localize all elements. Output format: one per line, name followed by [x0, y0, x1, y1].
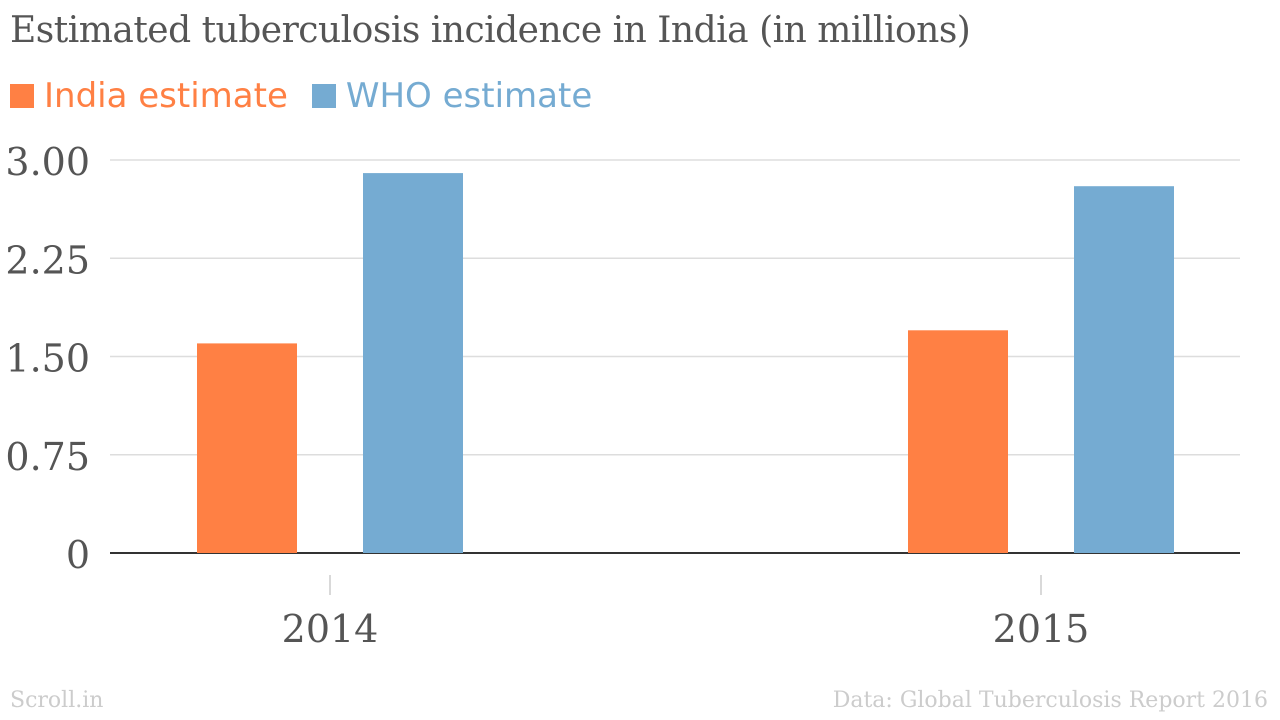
x-tick-label: 2015 [993, 607, 1090, 651]
y-tick-label: 3.00 [5, 140, 90, 184]
legend-item-india: India estimate [10, 76, 288, 116]
legend-swatch-india [10, 84, 34, 108]
x-tick-label: 2014 [282, 607, 379, 651]
y-tick-label: 2.25 [5, 238, 90, 282]
legend-swatch-who [311, 84, 336, 108]
data-credit: Data: Global Tuberculosis Report 2016 [832, 688, 1268, 713]
y-tick-label: 0 [66, 533, 90, 577]
bar-who-2015 [1074, 186, 1174, 553]
source-brand: Scroll.in [10, 688, 104, 713]
legend-item-who: WHO estimate [311, 76, 593, 116]
y-tick-label: 1.50 [5, 337, 90, 381]
bar-india-2014 [197, 343, 297, 553]
bar-india-2015 [908, 330, 1008, 553]
legend-label-who: WHO estimate [345, 76, 593, 116]
bar-who-2014 [363, 173, 463, 553]
chart-title: Estimated tuberculosis incidence in Indi… [10, 10, 971, 51]
chart-legend: India estimate WHO estimate [10, 76, 616, 116]
y-tick-label: 0.75 [5, 435, 90, 479]
legend-label-india: India estimate [44, 76, 288, 116]
